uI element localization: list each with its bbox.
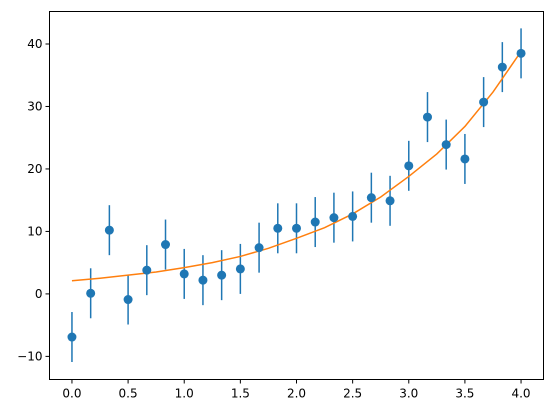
- data-point: [310, 217, 320, 227]
- data-point: [235, 264, 245, 274]
- data-point: [329, 213, 339, 223]
- data-point: [441, 140, 451, 150]
- x-tick-label: 1.5: [231, 387, 250, 401]
- y-tick-label: 20: [27, 162, 42, 176]
- data-point: [516, 48, 526, 58]
- data-point: [86, 288, 96, 298]
- x-tick-label: 3.5: [455, 387, 474, 401]
- data-point: [198, 275, 208, 285]
- y-tick-label: −10: [17, 349, 42, 363]
- data-point: [104, 225, 114, 235]
- data-point: [67, 332, 77, 342]
- x-tick-label: 3.0: [399, 387, 418, 401]
- data-point: [217, 270, 227, 280]
- plot-area: [67, 28, 526, 363]
- data-point: [161, 240, 171, 250]
- x-tick-label: 0.5: [119, 387, 138, 401]
- data-point: [460, 154, 470, 164]
- data-point: [142, 265, 152, 275]
- data-point: [497, 62, 507, 72]
- data-point: [273, 223, 283, 233]
- data-point: [404, 161, 414, 171]
- data-point: [348, 211, 358, 221]
- x-tick-label: 2.5: [343, 387, 362, 401]
- x-tick-label: 2.0: [287, 387, 306, 401]
- data-point: [366, 193, 376, 203]
- data-point: [292, 223, 301, 233]
- data-point: [385, 196, 395, 206]
- x-tick-label: 0.0: [62, 387, 81, 401]
- data-point: [422, 112, 432, 122]
- y-tick-label: 30: [27, 99, 42, 113]
- x-tick-label: 1.0: [175, 387, 194, 401]
- data-point: [123, 295, 133, 305]
- x-tick-label: 4.0: [511, 387, 530, 401]
- data-point: [179, 269, 189, 279]
- y-tick-label: 0: [35, 287, 43, 301]
- data-point: [254, 243, 264, 253]
- data-point: [479, 97, 489, 107]
- axes: 0.0 0.5 1.0 1.5 2.0 2.5 3.0 3.5 4.0 −10 0 10 20 30 40: [17, 37, 530, 401]
- y-tick-label: 40: [27, 37, 42, 51]
- y-tick-label: 10: [27, 224, 42, 238]
